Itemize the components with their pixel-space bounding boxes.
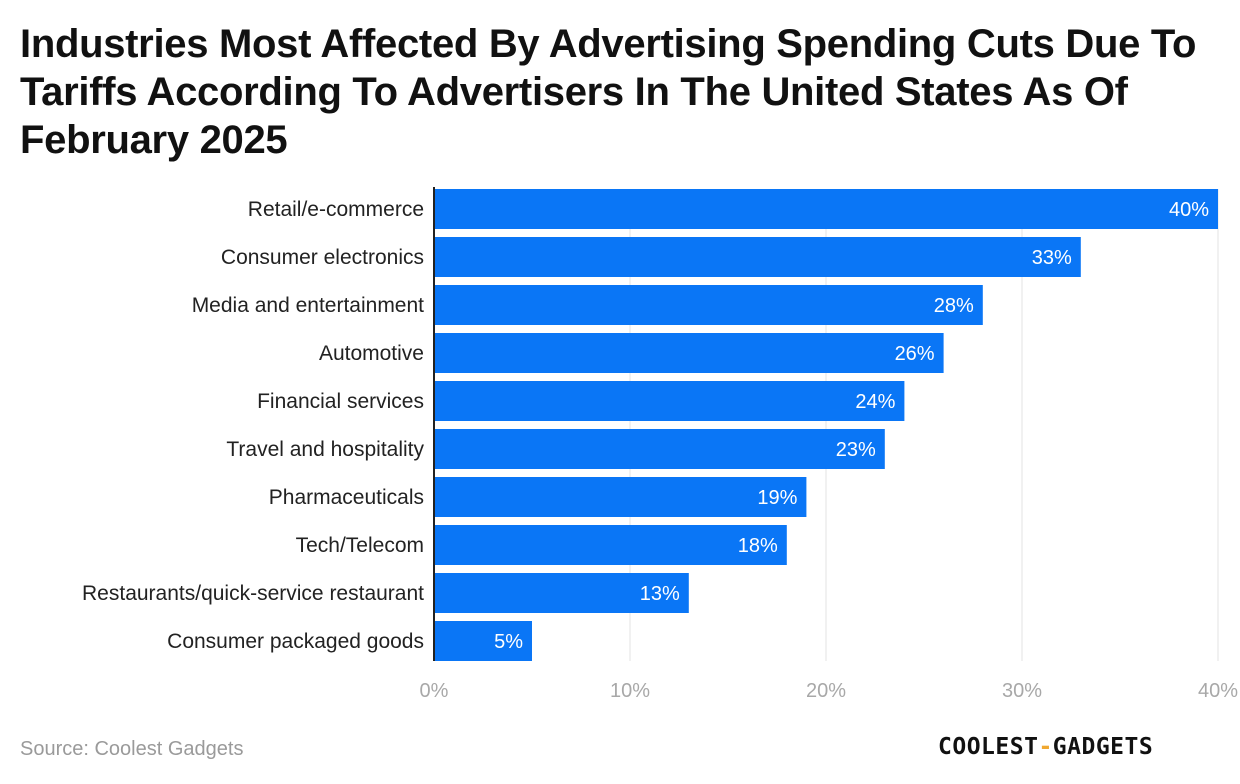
x-tick-label: 30% (1002, 680, 1042, 702)
category-label: Retail/e-commerce (248, 198, 424, 221)
logo-text-gadgets: GADGETS (1052, 734, 1154, 760)
bar-value-label: 5% (494, 631, 523, 653)
bar (434, 621, 532, 661)
bar-value-label: 28% (934, 295, 974, 317)
bar-value-label: 13% (640, 583, 680, 605)
x-tick-label: 10% (610, 680, 650, 702)
chart-title: Industries Most Affected By Advertising … (20, 22, 1197, 162)
bar (434, 573, 689, 613)
category-label: Tech/Telecom (296, 534, 424, 557)
bar (434, 285, 983, 325)
bar-value-label: 40% (1169, 199, 1209, 221)
bar (434, 429, 885, 469)
category-label: Restaurants/quick-service restaurant (82, 582, 424, 605)
bar (434, 237, 1081, 277)
bar (434, 333, 944, 373)
bar (434, 189, 1218, 229)
category-label: Travel and hospitality (226, 438, 424, 461)
category-label: Pharmaceuticals (269, 486, 424, 509)
category-label: Consumer packaged goods (167, 630, 424, 653)
category-label: Media and entertainment (192, 294, 424, 317)
x-tick-label: 40% (1198, 680, 1238, 702)
bar (434, 525, 787, 565)
logo-text-coolest: COOLEST (938, 734, 1039, 760)
bar-value-label: 23% (836, 439, 876, 461)
category-label: Consumer electronics (221, 246, 424, 269)
coolest-gadgets-logo: COOLEST-GADGETS (938, 734, 1153, 760)
bar-value-label: 26% (895, 343, 935, 365)
bar-value-label: 19% (757, 487, 797, 509)
category-label: Automotive (319, 342, 424, 365)
bar-value-label: 24% (855, 391, 895, 413)
x-tick-label: 20% (806, 680, 846, 702)
logo-separator: - (1038, 734, 1053, 760)
bar-value-label: 33% (1032, 247, 1072, 269)
bar-value-label: 18% (738, 535, 778, 557)
bar (434, 477, 807, 517)
bar (434, 381, 905, 421)
category-label: Financial services (257, 390, 424, 413)
x-tick-label: 0% (420, 680, 449, 702)
source-note: Source: Coolest Gadgets (20, 738, 244, 760)
